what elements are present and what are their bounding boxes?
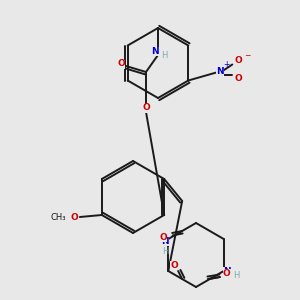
Text: O: O	[71, 212, 79, 221]
Text: N: N	[223, 266, 230, 275]
Text: −: −	[244, 51, 250, 60]
Text: O: O	[117, 59, 125, 68]
Text: O: O	[234, 56, 242, 65]
Text: N: N	[161, 236, 169, 245]
Text: N: N	[217, 67, 224, 76]
Text: +: +	[223, 60, 230, 69]
Text: O: O	[234, 74, 242, 83]
Text: O: O	[170, 260, 178, 269]
Text: O: O	[159, 232, 167, 242]
Text: O: O	[142, 103, 150, 112]
Text: CH₃: CH₃	[50, 214, 66, 223]
Text: O: O	[223, 268, 231, 278]
Text: N: N	[151, 46, 159, 56]
Text: H: H	[233, 272, 240, 280]
Text: H: H	[161, 52, 167, 61]
Text: H: H	[162, 247, 169, 256]
